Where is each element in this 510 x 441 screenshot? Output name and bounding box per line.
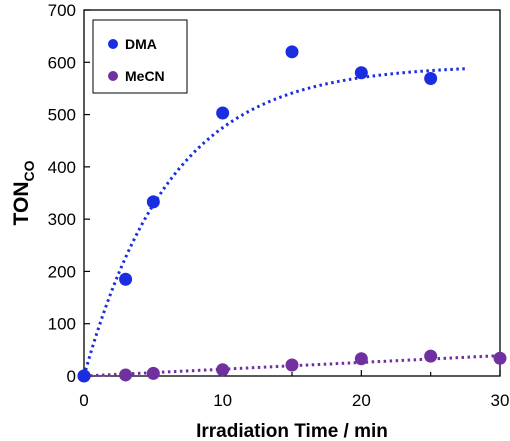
data-point-dma xyxy=(285,45,299,59)
data-point-dma xyxy=(216,106,230,120)
fit-curve-dma xyxy=(82,67,466,377)
y-axis-title: TONCO xyxy=(10,160,37,225)
data-point-mecn xyxy=(424,349,438,363)
x-tick-label: 30 xyxy=(491,391,510,410)
legend: DMA MeCN xyxy=(92,19,188,94)
data-point-mecn xyxy=(146,366,160,380)
y-tick-label: 200 xyxy=(48,262,76,281)
data-points xyxy=(77,45,507,383)
data-point-dma xyxy=(146,195,160,209)
x-tick-label: 20 xyxy=(352,391,371,410)
y-tick-label: 600 xyxy=(48,53,76,72)
legend-marker-dma xyxy=(108,39,118,49)
y-tick-label: 700 xyxy=(48,1,76,20)
data-point-mecn xyxy=(216,363,230,377)
legend-marker-mecn xyxy=(108,71,118,81)
y-axis: 0 100 200 300 400 500 600 700 xyxy=(48,1,90,386)
x-tick-label: 0 xyxy=(79,391,88,410)
x-axis-title: Irradiation Time / min xyxy=(196,421,388,441)
y-tick-label: 100 xyxy=(48,315,76,334)
y-tick-label: 500 xyxy=(48,106,76,125)
legend-label-dma: DMA xyxy=(125,36,157,52)
data-point-dma xyxy=(354,66,368,80)
y-tick-label: 0 xyxy=(67,367,76,386)
y-tick-label: 300 xyxy=(48,210,76,229)
y-axis-title-main: TON xyxy=(10,182,33,226)
data-point-dma xyxy=(119,272,133,286)
legend-label-mecn: MeCN xyxy=(125,68,165,84)
data-point-mecn xyxy=(354,352,368,366)
legend-box xyxy=(92,19,188,94)
y-axis-title-subscript: CO xyxy=(21,160,37,181)
data-point-dma xyxy=(77,369,91,383)
y-tick-label: 400 xyxy=(48,158,76,177)
fit-curves xyxy=(82,67,501,378)
data-point-mecn xyxy=(119,368,133,382)
data-point-mecn xyxy=(285,358,299,372)
data-point-mecn xyxy=(493,351,507,365)
data-point-dma xyxy=(424,71,438,85)
x-tick-label: 10 xyxy=(213,391,232,410)
